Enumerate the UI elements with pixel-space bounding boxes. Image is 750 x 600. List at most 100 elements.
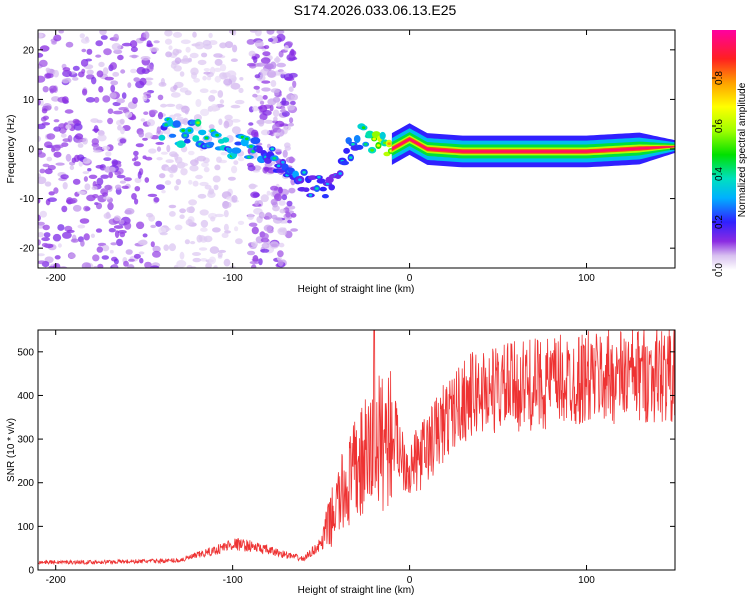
spectrogram-blob [174, 57, 182, 64]
spectrogram-blob [185, 46, 191, 53]
spectrogram-blob [97, 263, 104, 268]
spectrogram-blob [188, 179, 193, 185]
spectrogram-blob [200, 219, 209, 228]
spectrogram-blob [208, 256, 216, 265]
spectrogram-blob [260, 194, 269, 203]
spectrogram-blob [272, 123, 280, 132]
spectrogram-blob [284, 230, 293, 239]
spectrogram-blob [148, 109, 158, 115]
spectrogram-blob [208, 124, 215, 130]
spectrogram-blob [69, 165, 75, 171]
spectrogram-blob [72, 77, 79, 81]
spectrogram-ridge-core [247, 155, 251, 159]
spectrogram-blob [196, 234, 203, 243]
spectrogram-blob [44, 168, 53, 175]
spectrogram-blob [164, 30, 173, 37]
spectrogram-ridge-cell [343, 147, 350, 154]
spectrogram-blob [119, 180, 126, 184]
spectrogram-blob [270, 185, 279, 191]
spectrogram-blob [72, 204, 82, 212]
spectrogram-blob [136, 66, 146, 75]
spectrogram-ridge-core [338, 172, 343, 175]
spectrogram-blob [53, 151, 62, 158]
spectrogram-blob [179, 208, 187, 214]
snr-series-line [38, 330, 675, 566]
spectrogram-blob [55, 162, 65, 166]
spectrogram-ridge-cell [250, 137, 261, 145]
spectrogram-blob [163, 244, 169, 251]
spectrogram-blob [169, 173, 174, 178]
spectrogram-blob [205, 263, 212, 268]
spectrogram-blob [278, 242, 285, 248]
spectrogram-blob [213, 53, 223, 58]
spectrogram-blob [223, 223, 229, 232]
spectrogram-blob [53, 126, 61, 132]
spectrogram-blob [156, 157, 163, 161]
spectrogram-blob [131, 193, 137, 200]
spectrogram-blob [192, 180, 199, 187]
spectrogram-ridge-core [363, 142, 368, 146]
spectrogram-blob [168, 45, 173, 50]
spectrogram-blob [230, 82, 241, 90]
spectrogram-blob [80, 240, 85, 247]
spectrogram-blob [273, 132, 281, 137]
spectrogram-blob [286, 200, 293, 207]
spectrogram-blob [176, 116, 184, 121]
spectrogram-blob [281, 97, 287, 106]
spectrogram-ridge-cell [192, 135, 200, 142]
spectrogram-ridge-cell [168, 133, 177, 138]
spectrogram-blob [38, 260, 47, 265]
spectrogram-blob [281, 194, 288, 201]
spectrogram-blob [104, 76, 114, 81]
spectrogram-blob [201, 52, 208, 58]
spectrogram-blob [261, 80, 271, 84]
spectrogram-blob [70, 197, 78, 204]
spectrogram-blob [231, 195, 238, 203]
spectrogram-ridge-core [270, 147, 275, 151]
spectrogram-blob [82, 137, 88, 145]
spectrogram-blob [93, 265, 98, 268]
spectrogram-blob [139, 77, 147, 86]
spectrogram-blob [279, 208, 286, 214]
spectrogram-ridge-core [164, 123, 168, 127]
spectrogram-blob [77, 143, 84, 148]
spectrogram-blob [188, 150, 195, 156]
spectrogram-blob [43, 232, 51, 238]
spectrogram-blob [160, 103, 167, 108]
spectrogram-blob [174, 224, 183, 231]
spectrogram-blob [252, 255, 259, 263]
spectrogram-blob [254, 30, 262, 37]
spectrogram-blob [285, 93, 295, 102]
spectrogram-blob [48, 191, 55, 196]
spectrogram-blob [182, 117, 189, 126]
spectrogram-blob [59, 126, 67, 134]
spectrogram-blob [271, 243, 278, 247]
spectrogram-blob [214, 58, 223, 66]
spectrogram-blob [175, 178, 182, 186]
spectrogram-blob [164, 180, 172, 186]
spectrogram-ridge-core [204, 136, 209, 140]
spectrogram-blob [137, 171, 142, 179]
spectrogram-blob [156, 184, 165, 191]
spectrogram-ridge-cell [355, 144, 364, 150]
spectrogram-blob [64, 109, 74, 114]
spectrogram-blob [190, 67, 199, 76]
spectrogram-blob [156, 126, 161, 134]
spectrogram-blob [78, 160, 84, 167]
spectrogram-blob [251, 241, 258, 247]
spectrogram-blob [263, 45, 270, 50]
spectrogram-blob [41, 122, 51, 126]
spectrogram-blob [231, 30, 237, 36]
spectrogram-blob [91, 185, 98, 191]
spectrogram-blob [93, 96, 100, 103]
spectrogram-blob [184, 239, 190, 245]
spectrogram-blob [52, 233, 62, 242]
spectrogram-blob [112, 110, 123, 115]
spectrogram-ridge-core [187, 129, 192, 132]
x-tick-label: 100 [578, 273, 595, 284]
spectrogram-blob [198, 247, 208, 251]
spectrogram-blob [157, 111, 164, 120]
spectrogram-ridge-cell [176, 140, 186, 148]
spectrogram-blob [254, 40, 264, 48]
